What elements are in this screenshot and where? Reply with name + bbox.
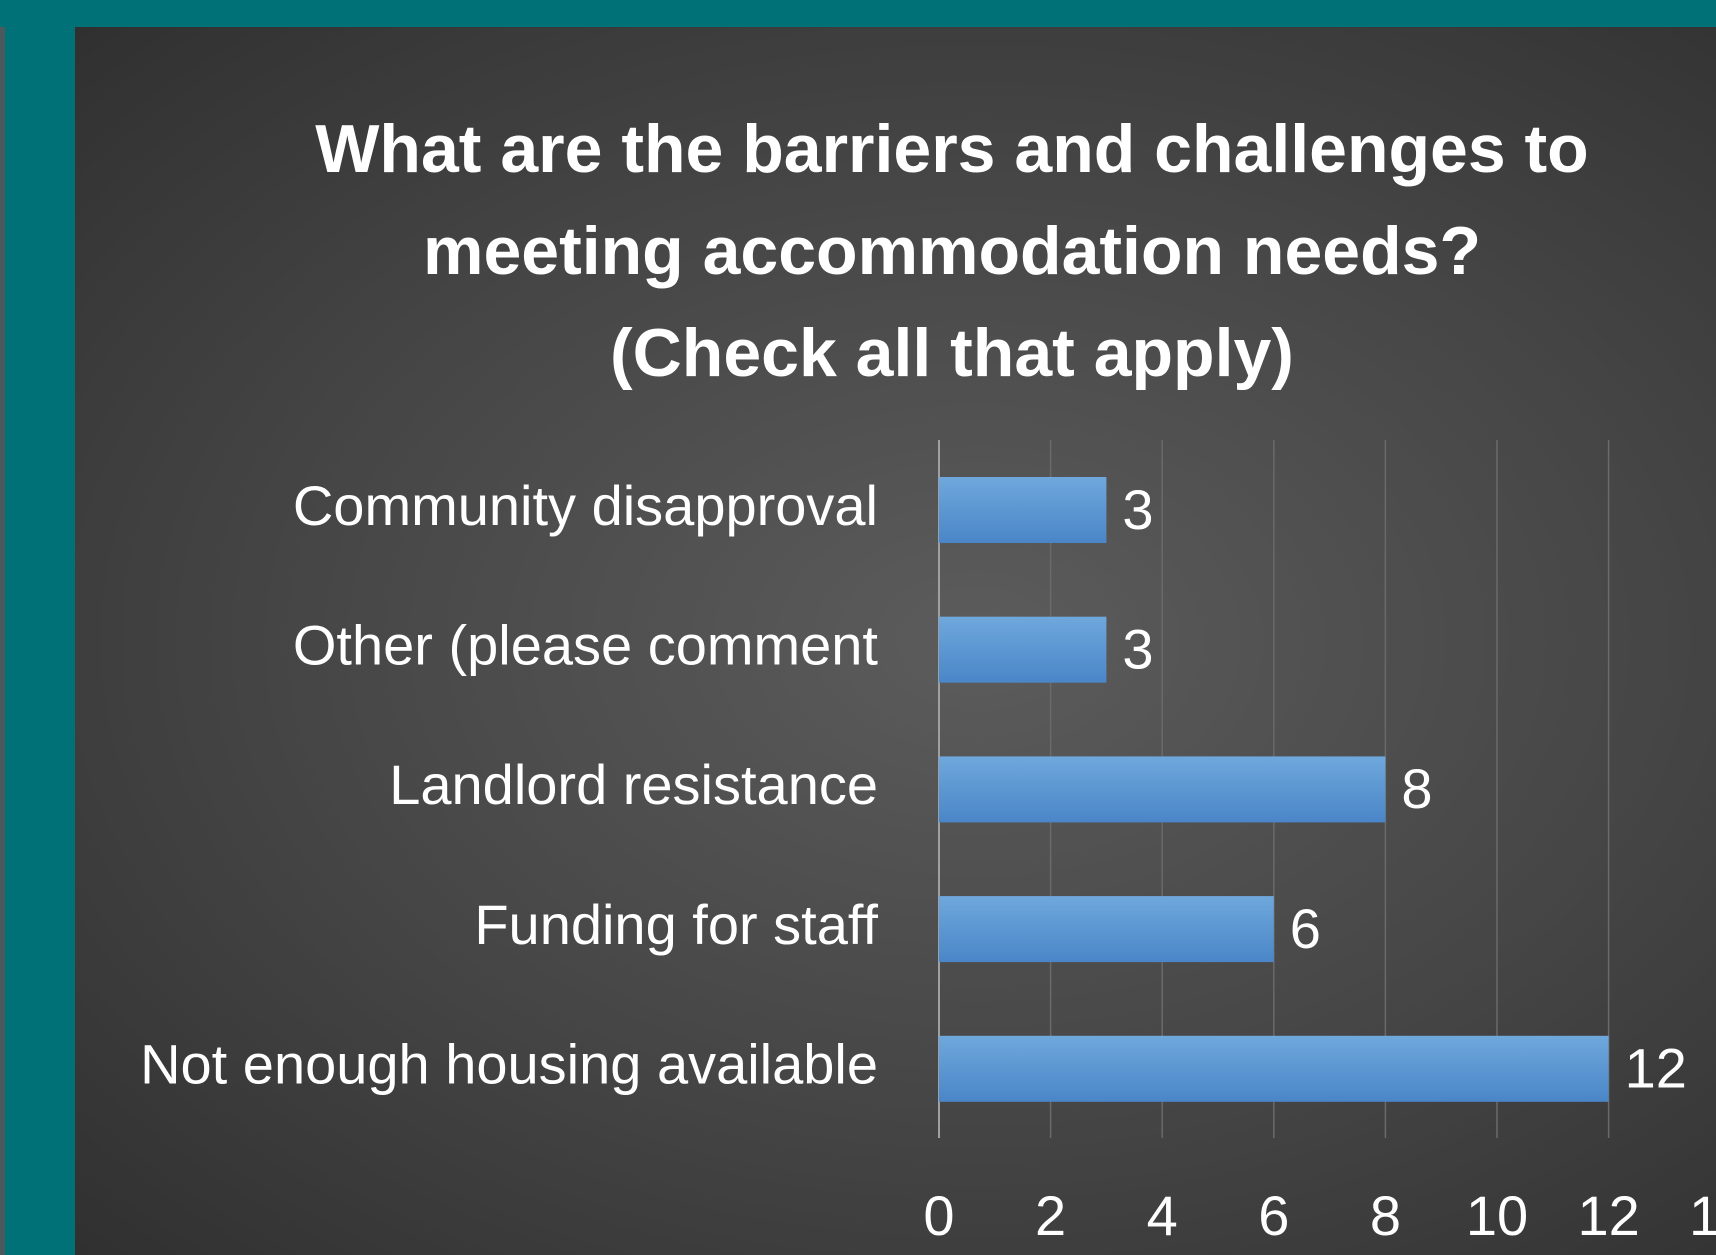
data-label: 3 (1122, 478, 1153, 541)
data-label: 8 (1401, 757, 1432, 820)
y-tick-label: Landlord resistance (389, 753, 878, 816)
bar (939, 896, 1274, 963)
x-tick-label: 0 (923, 1184, 954, 1247)
chart-title-block: What are the barriers and challenges to … (230, 98, 1674, 404)
bar (939, 756, 1386, 823)
bar (939, 477, 1107, 543)
frame-edge (0, 27, 5, 1255)
bar (939, 1035, 1609, 1102)
x-tick-label: 12 (1577, 1184, 1639, 1247)
y-tick-label: Community disapproval (293, 474, 878, 537)
y-tick-label: Funding for staff (474, 893, 878, 956)
data-label: 6 (1290, 897, 1321, 960)
x-tick-label: 10 (1466, 1184, 1528, 1247)
x-tick-label: 2 (1035, 1184, 1066, 1247)
chart-title: What are the barriers and challenges to … (315, 111, 1589, 289)
x-tick-label: 4 (1147, 1184, 1178, 1247)
chart-subtitle: (Check all that apply) (610, 315, 1294, 391)
y-tick-label: Not enough housing available (140, 1033, 878, 1096)
x-tick-label: 8 (1370, 1184, 1401, 1247)
x-tick-label: 6 (1258, 1184, 1289, 1247)
y-tick-label: Other (please comment (293, 613, 879, 676)
x-tick-label: 14 (1689, 1184, 1716, 1247)
data-label: 3 (1122, 617, 1153, 680)
data-label: 12 (1625, 1037, 1687, 1100)
bar (939, 616, 1107, 683)
